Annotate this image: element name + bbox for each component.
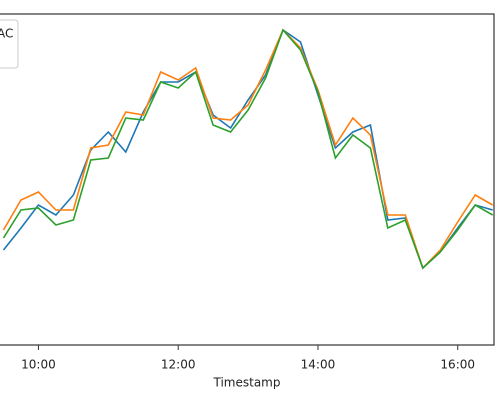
x-tick-label: 16:00 (440, 358, 475, 372)
x-axis-label: Timestamp (213, 376, 281, 390)
series-line (2, 28, 494, 270)
x-tick-label: 14:00 (301, 358, 336, 372)
x-tick-label: 12:00 (161, 358, 196, 372)
series-line (2, 28, 494, 270)
legend: AC (0, 19, 19, 69)
plot-frame (0, 13, 495, 346)
legend-label: AC (0, 27, 13, 41)
series-line (2, 28, 493, 270)
legend-box (0, 19, 19, 69)
x-tick-label: 10:00 (21, 358, 56, 372)
